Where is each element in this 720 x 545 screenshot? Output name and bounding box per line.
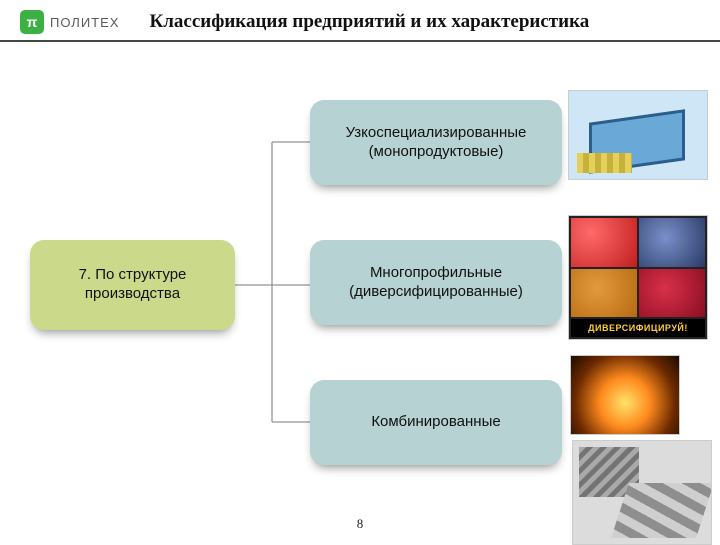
berry-gooseberry: [571, 269, 637, 318]
child-node-3-label: Комбинированные: [371, 413, 500, 432]
image-berries-grid: ДИВЕРСИФИЦИРУЙ!: [568, 215, 708, 340]
classification-diagram: 7. По структуре производства Узкоспециал…: [0, 60, 720, 500]
child-node-2: Многопрофильные (диверсифицированные): [310, 240, 562, 325]
slide-header: π ПОЛИТЕХ Классификация предприятий и их…: [0, 0, 720, 42]
berry-strawberry: [571, 218, 637, 267]
child-node-1: Узкоспециализированные (монопродуктовые): [310, 100, 562, 185]
root-node-label: 7. По структуре производства: [42, 266, 223, 304]
berry-currant: [639, 269, 705, 318]
child-node-2-label: Многопрофильные (диверсифицированные): [322, 264, 550, 302]
logo-text: ПОЛИТЕХ: [50, 15, 119, 30]
berry-blueberry: [639, 218, 705, 267]
image-machine: [568, 90, 708, 180]
image-foundry: [570, 355, 680, 435]
root-node: 7. По структуре производства: [30, 240, 235, 330]
logo-mark: π: [20, 10, 44, 34]
page-number: 8: [0, 516, 720, 532]
slide-title: Классификация предприятий и их характери…: [149, 11, 589, 33]
child-node-1-label: Узкоспециализированные (монопродуктовые): [322, 124, 550, 162]
berries-caption: ДИВЕРСИФИЦИРУЙ!: [571, 319, 705, 337]
logo: π ПОЛИТЕХ: [20, 10, 119, 34]
child-node-3: Комбинированные: [310, 380, 562, 465]
